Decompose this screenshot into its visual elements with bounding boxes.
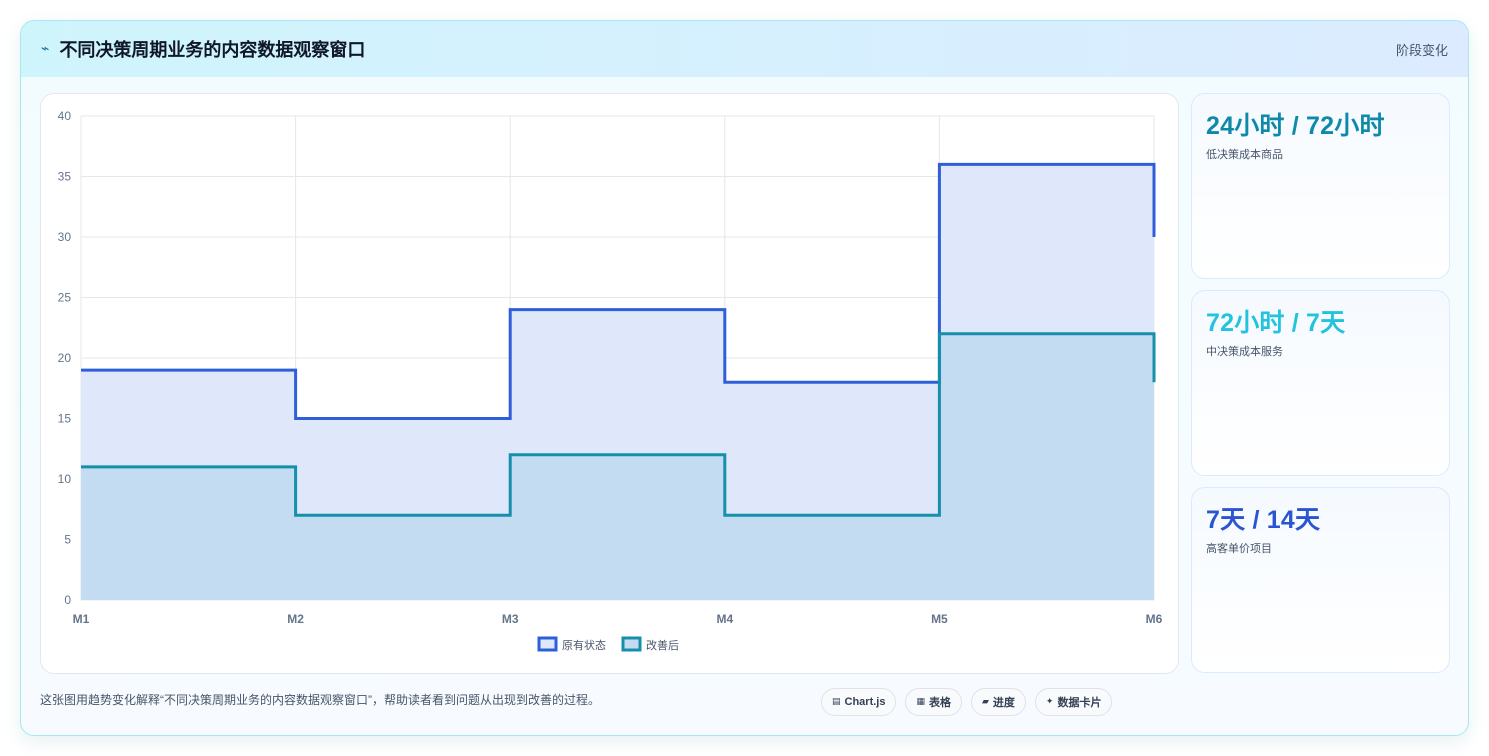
x-tick-label: M1 — [73, 612, 90, 626]
stat-value: 72小时 / 7天 — [1206, 309, 1346, 337]
legend-swatch-0 — [537, 636, 558, 652]
bolt-icon: ⌁ — [41, 41, 50, 57]
table-icon: ▦ — [916, 697, 925, 707]
stat-card-high: 7天 / 14天 高客单价项目 — [1191, 487, 1450, 673]
chip-chartjs[interactable]: ▤ Chart.js — [821, 688, 897, 716]
stat-label: 低决策成本商品 — [1206, 149, 1283, 161]
x-tick-label: M2 — [287, 612, 304, 626]
stat-value: 24小时 / 72小时 — [1206, 112, 1385, 140]
header-tag: 阶段变化 — [1395, 42, 1448, 58]
stat-card-low: 24小时 / 72小时 低决策成本商品 — [1191, 93, 1450, 279]
stat-card-mid: 72小时 / 7天 中决策成本服务 — [1191, 290, 1450, 476]
x-tick-label: M6 — [1146, 612, 1163, 626]
y-tick-label: 40 — [58, 109, 72, 123]
footer-note: 这张图用趋势变化解释“不同决策周期业务的内容数据观察窗口”，帮助读者看到问题从出… — [40, 693, 600, 707]
stat-label: 中决策成本服务 — [1206, 346, 1283, 358]
x-tick-label: M5 — [931, 612, 948, 626]
chip-datacard[interactable]: ✦ 数据卡片 — [1034, 688, 1113, 716]
legend-label-1: 改善后 — [646, 638, 679, 652]
y-tick-label: 0 — [64, 593, 71, 607]
chip-label: 进度 — [992, 697, 1015, 709]
chart-panel: 0 5 10 15 20 25 30 35 40 M1 M2 M3 M4 M5 M6 原有状态 改善后 — [40, 93, 1179, 674]
x-tick-label: M3 — [502, 612, 519, 626]
main-card: ⌁ 不同决策周期业务的内容数据观察窗口 阶段变化 0 5 10 15 20 25 30 35 4… — [20, 20, 1469, 736]
legend-label-0: 原有状态 — [562, 638, 606, 652]
legend-swatch-1 — [621, 636, 642, 652]
page-title: 不同决策周期业务的内容数据观察窗口 — [59, 40, 366, 60]
card-header: ⌁ 不同决策周期业务的内容数据观察窗口 阶段变化 — [21, 21, 1468, 77]
chart-icon: ▤ — [832, 697, 841, 707]
chip-table[interactable]: ▦ 表格 — [905, 688, 962, 716]
stat-value: 7天 / 14天 — [1206, 506, 1321, 534]
series-area-1 — [81, 333, 1154, 600]
card-icon: ✦ — [1045, 697, 1054, 707]
chip-label: 表格 — [929, 697, 951, 709]
y-tick-label: 10 — [58, 472, 72, 486]
y-tick-label: 15 — [58, 412, 72, 426]
chip-progress[interactable]: ▰ 进度 — [971, 688, 1026, 716]
series-area-0 — [81, 164, 1154, 600]
stat-label: 高客单价项目 — [1206, 543, 1272, 555]
y-tick-label: 35 — [58, 170, 72, 184]
x-tick-label: M4 — [716, 612, 733, 626]
y-tick-label: 30 — [58, 230, 72, 244]
chip-group: ▤ Chart.js ▦ 表格 ▰ 进度 ✦ 数据卡片 — [821, 688, 1113, 716]
step-line-chart: 0 5 10 15 20 25 30 35 40 M1 M2 M3 M4 M5 M6 原有状态 改善后 — [58, 109, 1163, 652]
chip-label: 数据卡片 — [1057, 697, 1102, 709]
series-line-1 — [81, 332, 1156, 517]
title-wrap: ⌁ 不同决策周期业务的内容数据观察窗口 — [41, 36, 365, 62]
series-line-0 — [81, 162, 1156, 420]
chip-label: Chart.js — [844, 696, 886, 708]
y-tick-label: 20 — [58, 351, 72, 365]
y-tick-label: 5 — [64, 533, 71, 547]
y-tick-label: 25 — [58, 291, 72, 305]
progress-icon: ▰ — [982, 697, 989, 707]
